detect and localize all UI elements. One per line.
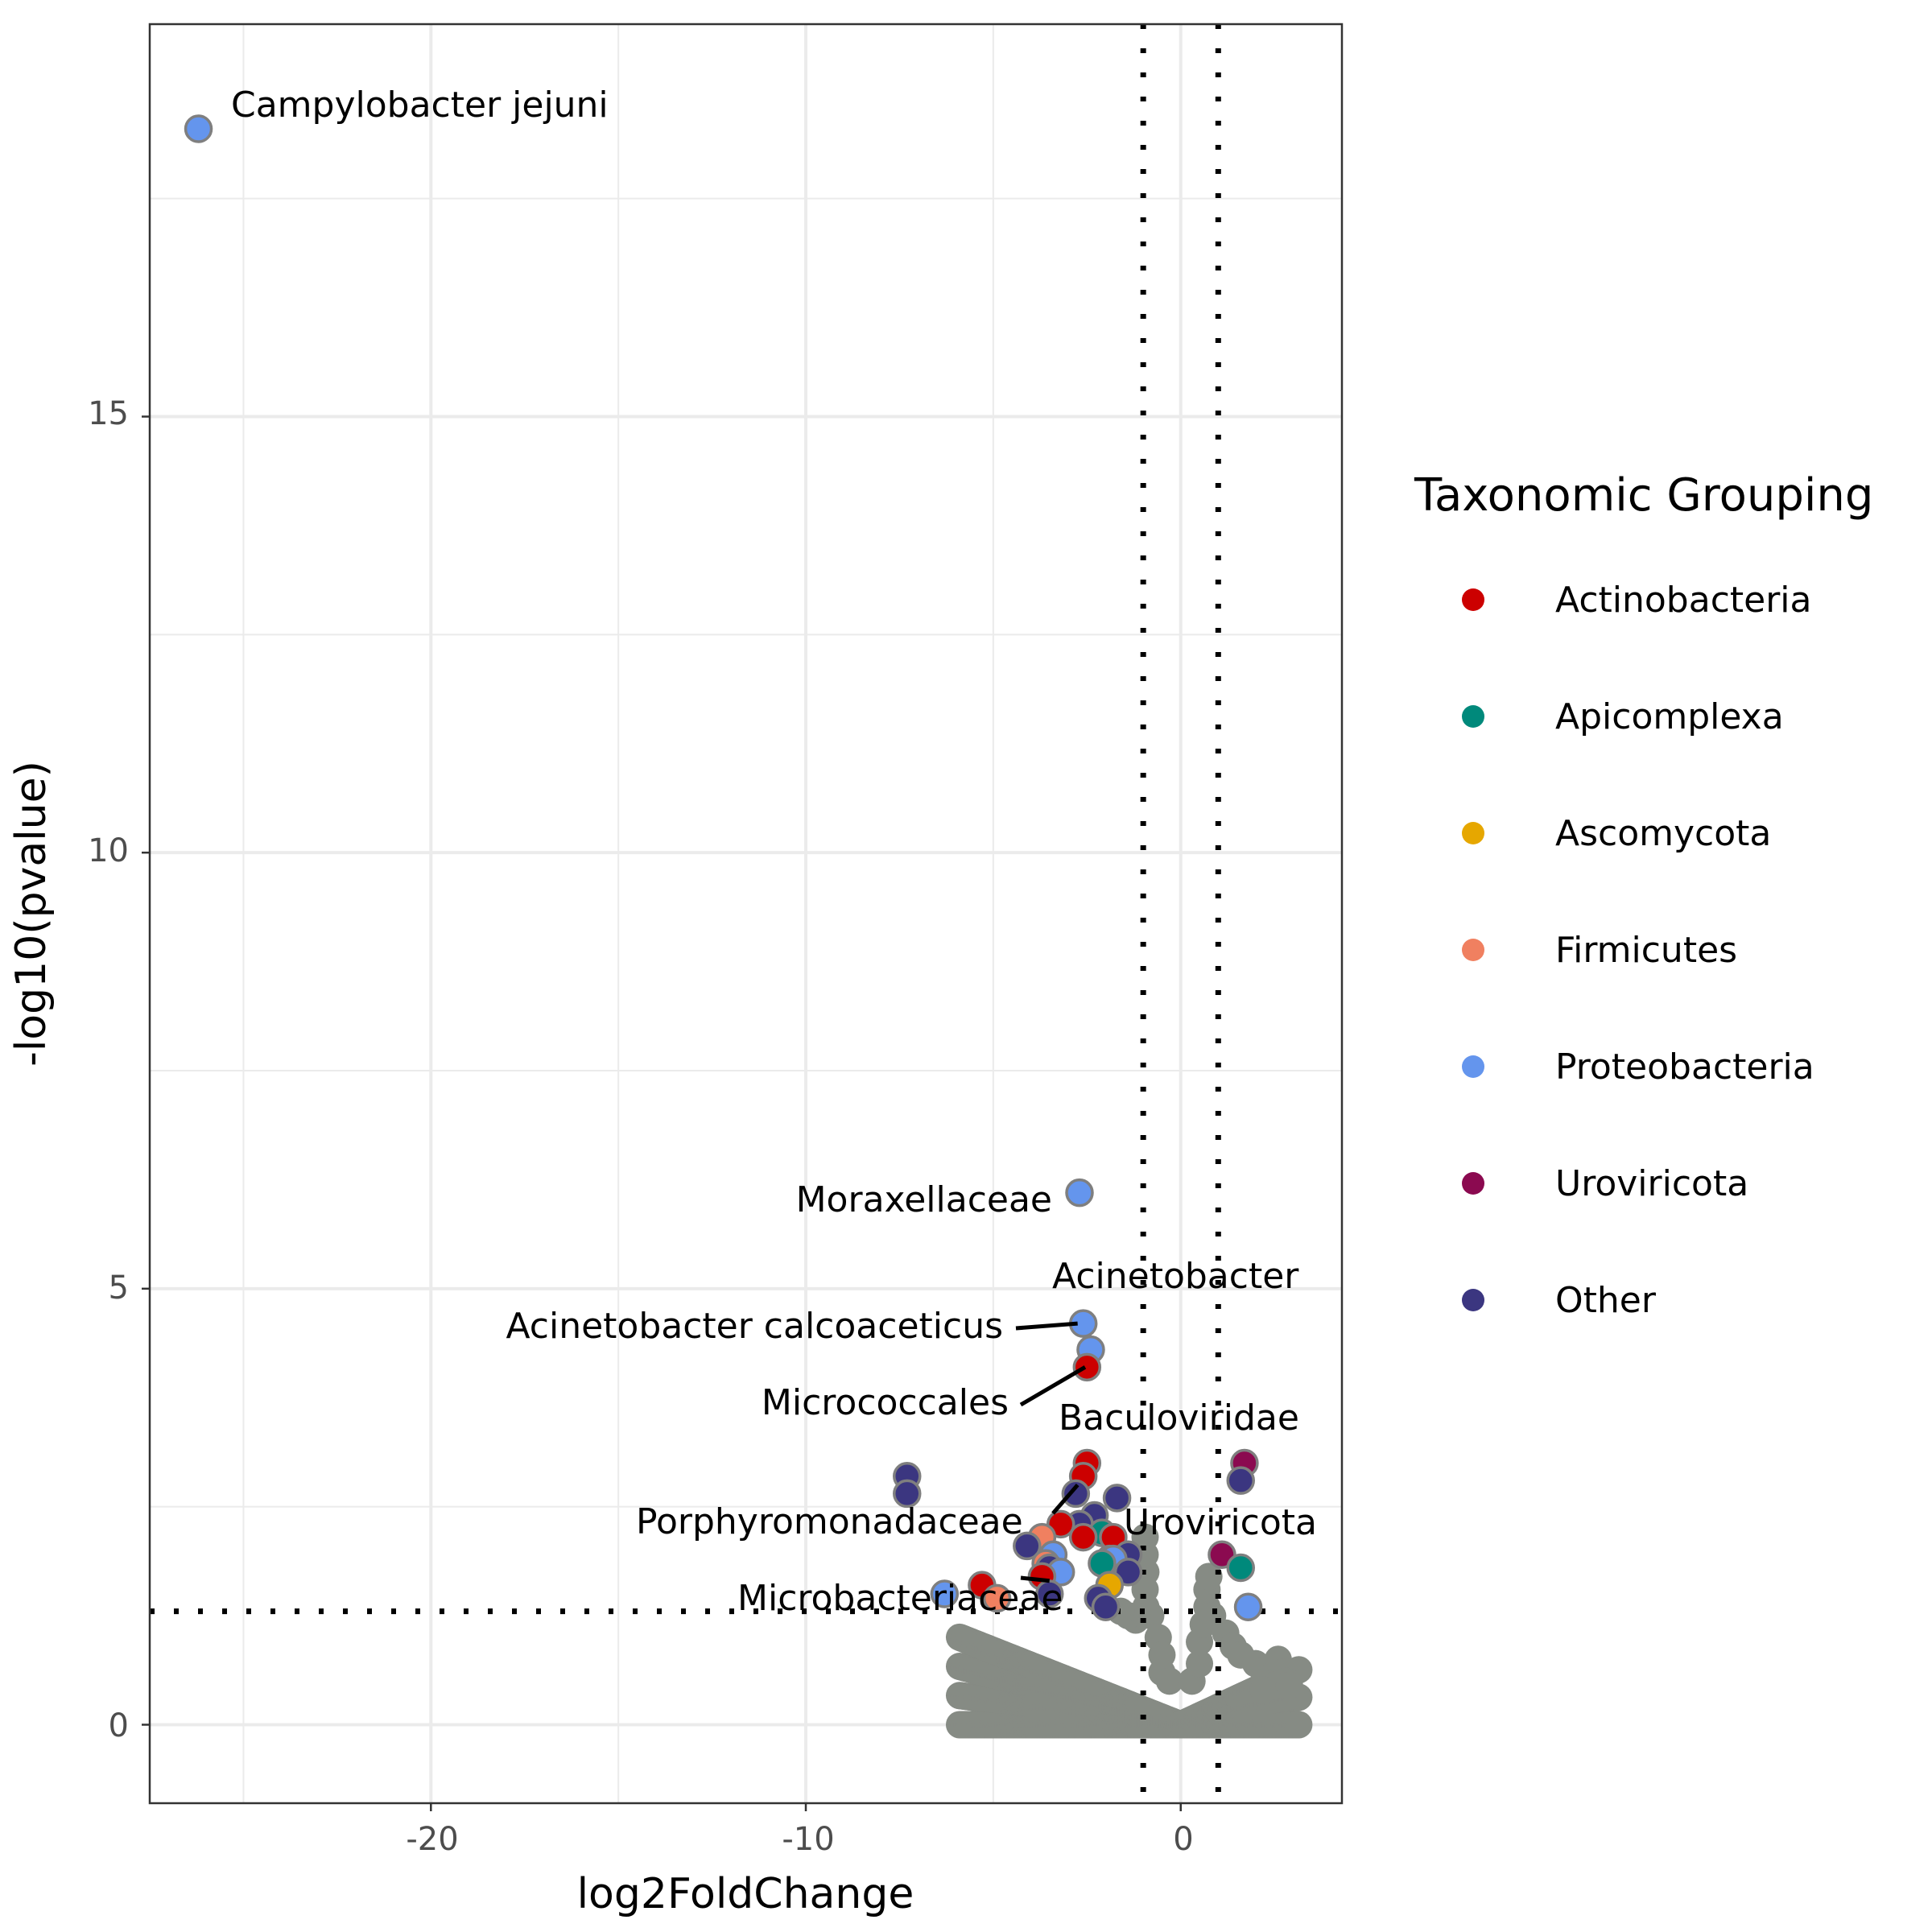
legend-label-firmicutes: Firmicutes <box>1555 930 1737 971</box>
leader-line-microbacteriaceae <box>1020 1575 1050 1583</box>
data-point-nonsignificant <box>1249 1676 1278 1704</box>
legend-label-apicomplexa: Apicomplexa <box>1555 696 1784 737</box>
x-axis-title: log2FoldChange <box>577 1870 914 1918</box>
grid-lines <box>150 24 1342 1803</box>
plot-panel-border <box>148 23 1344 1805</box>
data-point-proteobacteria <box>184 114 213 143</box>
leader-line-porphyromonadaceae <box>1051 1483 1080 1515</box>
leader-line-acinetobacter-calcoaceticus <box>1015 1321 1078 1331</box>
data-point-other <box>1091 1592 1121 1621</box>
data-point-nonsignificant <box>1275 1671 1303 1699</box>
annotation-acinetobacter-calcoaceticus: Acinetobacter calcoaceticus <box>506 1306 1003 1347</box>
data-point-nonsignificant <box>1285 1711 1313 1739</box>
data-point-other <box>893 1479 922 1509</box>
significant-points <box>184 114 1263 1621</box>
x-tick-label: -10 <box>782 1821 834 1858</box>
legend-title: Taxonomic Grouping <box>1414 469 1873 522</box>
data-point-apicomplexa <box>1226 1553 1256 1583</box>
x-tick-label: -20 <box>406 1821 458 1858</box>
legend-key-actinobacteria <box>1462 588 1484 611</box>
threshold-lines <box>150 24 1342 1803</box>
point-annotations: Campylobacter jejuni Moraxellaceae Acine… <box>231 85 1317 1619</box>
legend-label-uroviricota: Uroviricota <box>1555 1163 1748 1204</box>
annotation-acinetobacter: Acinetobacter <box>1052 1256 1299 1297</box>
data-point-firmicutes <box>982 1583 1012 1613</box>
data-point-proteobacteria <box>1065 1178 1094 1208</box>
annotation-leader-lines <box>1015 1321 1087 1583</box>
data-point-nonsignificant <box>1155 1667 1183 1695</box>
legend-key-apicomplexa <box>1462 705 1484 728</box>
legend-label-proteobacteria: Proteobacteria <box>1555 1046 1814 1088</box>
y-tick-label: 0 <box>109 1707 129 1744</box>
legend-key-ascomycota <box>1462 822 1484 844</box>
y-tick-label: 5 <box>109 1269 129 1307</box>
legend: Taxonomic Grouping Actinobacteria Apicomp… <box>1414 469 1873 1321</box>
data-point-proteobacteria <box>930 1579 960 1608</box>
legend-key-other <box>1462 1289 1484 1311</box>
annotation-microbacteriaceae: Microbacteriaceae <box>737 1578 1063 1619</box>
y-axis-title: -log10(pvalue) <box>7 761 56 1067</box>
annotation-porphyromonadaceae: Porphyromonadaceae <box>636 1501 1023 1542</box>
data-point-nonsignificant <box>1195 1563 1223 1591</box>
annotation-baculoviridae: Baculoviridae <box>1059 1397 1299 1439</box>
legend-key-uroviricota <box>1462 1172 1484 1195</box>
annotation-uroviricota: Uroviricota <box>1124 1502 1317 1543</box>
legend-label-actinobacteria: Actinobacteria <box>1555 580 1811 621</box>
data-point-other <box>1034 1579 1064 1608</box>
annotation-micrococcales: Micrococcales <box>762 1382 1009 1423</box>
legend-label-ascomycota: Ascomycota <box>1555 813 1771 854</box>
legend-label-other: Other <box>1555 1280 1657 1321</box>
leader-line-micrococcales <box>1019 1365 1087 1407</box>
x-tick-label: 0 <box>1173 1821 1193 1858</box>
annotation-moraxellaceae: Moraxellaceae <box>796 1179 1052 1220</box>
data-point-other <box>1226 1466 1256 1495</box>
nonsignificant-points <box>945 1523 1313 1739</box>
legend-key-proteobacteria <box>1462 1055 1484 1078</box>
data-point-proteobacteria <box>1233 1592 1263 1621</box>
data-point-actinobacteria <box>1068 1522 1098 1552</box>
data-point-other <box>1061 1479 1091 1509</box>
y-tick-label: 15 <box>88 395 129 432</box>
data-point-actinobacteria <box>1072 1352 1102 1382</box>
axes: -20 -10 0 0 5 10 15 log2FoldChange -log1… <box>7 395 1194 1918</box>
data-point-nonsignificant <box>1186 1649 1214 1678</box>
legend-key-firmicutes <box>1462 939 1484 961</box>
annotation-campylobacter-jejuni: Campylobacter jejuni <box>231 85 609 126</box>
data-point-other <box>1102 1484 1132 1513</box>
y-tick-label: 10 <box>88 832 129 869</box>
legend-entries: Actinobacteria Apicomplexa Ascomycota Firmi… <box>1462 580 1814 1321</box>
data-point-other <box>1013 1531 1042 1561</box>
